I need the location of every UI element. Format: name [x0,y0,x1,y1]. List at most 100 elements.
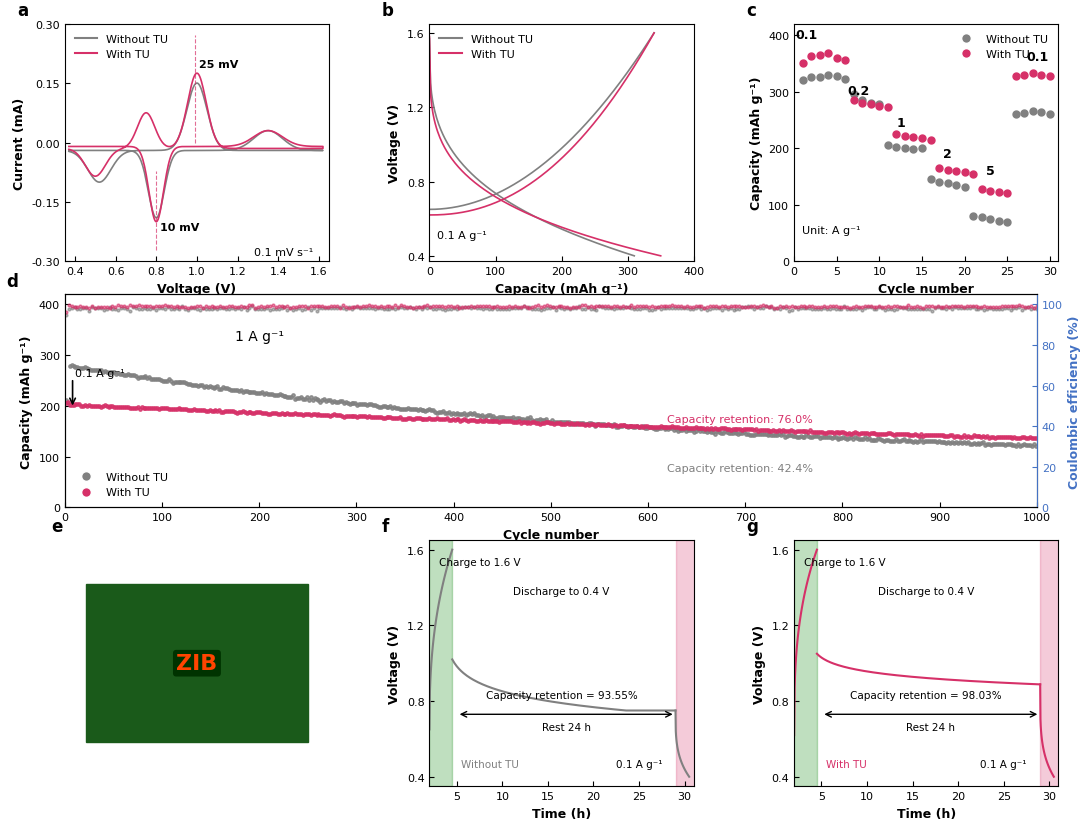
Point [964,168,982,181]
Point [193,379,211,392]
Point [433,301,450,314]
Point [602,419,619,432]
Point [305,302,322,315]
Point [78,302,95,315]
Point [602,419,619,432]
Point [241,299,258,312]
Point [831,427,848,440]
Point [777,425,794,438]
Point [541,301,558,314]
Point [549,416,566,429]
Point [862,98,879,111]
Point [957,437,974,450]
Point [905,143,922,156]
Point [349,301,366,314]
Point [594,419,611,432]
Point [351,410,368,423]
Point [1013,304,1030,317]
Point [741,423,758,437]
Point [259,387,276,400]
Point [932,436,949,449]
Point [990,431,1008,444]
Point [967,430,984,443]
Point [846,94,863,107]
Point [604,420,621,433]
Point [888,301,905,314]
Point [730,428,747,441]
Point [179,301,197,314]
Point [967,303,984,316]
X-axis label: Time (h): Time (h) [896,807,956,819]
Point [179,378,197,391]
Point [662,421,679,434]
Point [551,415,568,428]
Point [629,303,646,316]
Point [928,429,945,442]
Point [60,303,78,316]
Point [849,432,866,445]
Point [929,300,946,313]
Point [635,300,652,313]
Point [310,395,327,408]
Point [465,301,483,314]
Point [565,301,582,314]
Point [847,426,864,439]
Point [404,301,421,314]
Point [393,413,410,426]
Point [116,400,133,414]
Point [119,401,136,414]
Point [985,438,1002,451]
Point [922,435,940,448]
Point [206,301,224,314]
Text: Capacity retention: 76.0%: Capacity retention: 76.0% [667,414,813,424]
Point [205,382,222,395]
Point [110,300,127,313]
Point [174,403,191,416]
Point [244,299,261,312]
Point [721,423,739,437]
Point [457,301,474,314]
Point [869,428,887,441]
Point [624,419,642,432]
Point [225,383,242,396]
Point [261,387,279,400]
Point [148,402,166,415]
Point [745,429,762,442]
Point [742,301,759,314]
Point [208,380,226,393]
Point [821,426,838,439]
Point [916,435,933,448]
Point [780,429,797,442]
Point [107,303,124,316]
Point [273,407,291,420]
Point [429,407,446,420]
Point [788,425,806,438]
Point [256,388,272,401]
Point [311,301,328,314]
Point [910,430,928,443]
Point [167,301,186,314]
Point [322,410,339,423]
Point [804,303,821,316]
Point [473,414,490,428]
Point [599,302,617,315]
Point [802,51,820,64]
Point [440,301,457,314]
Point [308,305,325,319]
Point [553,418,570,431]
Point [143,402,160,415]
Point [935,436,953,449]
Point [845,301,862,314]
Point [528,416,545,429]
Point [79,362,96,375]
Point [213,406,230,419]
Point [485,410,502,423]
Point [704,300,721,313]
Point [947,179,964,192]
Point [780,301,797,314]
Point [249,303,267,316]
Point [714,427,731,440]
Point [539,415,556,428]
Point [228,406,245,419]
Point [935,429,953,442]
